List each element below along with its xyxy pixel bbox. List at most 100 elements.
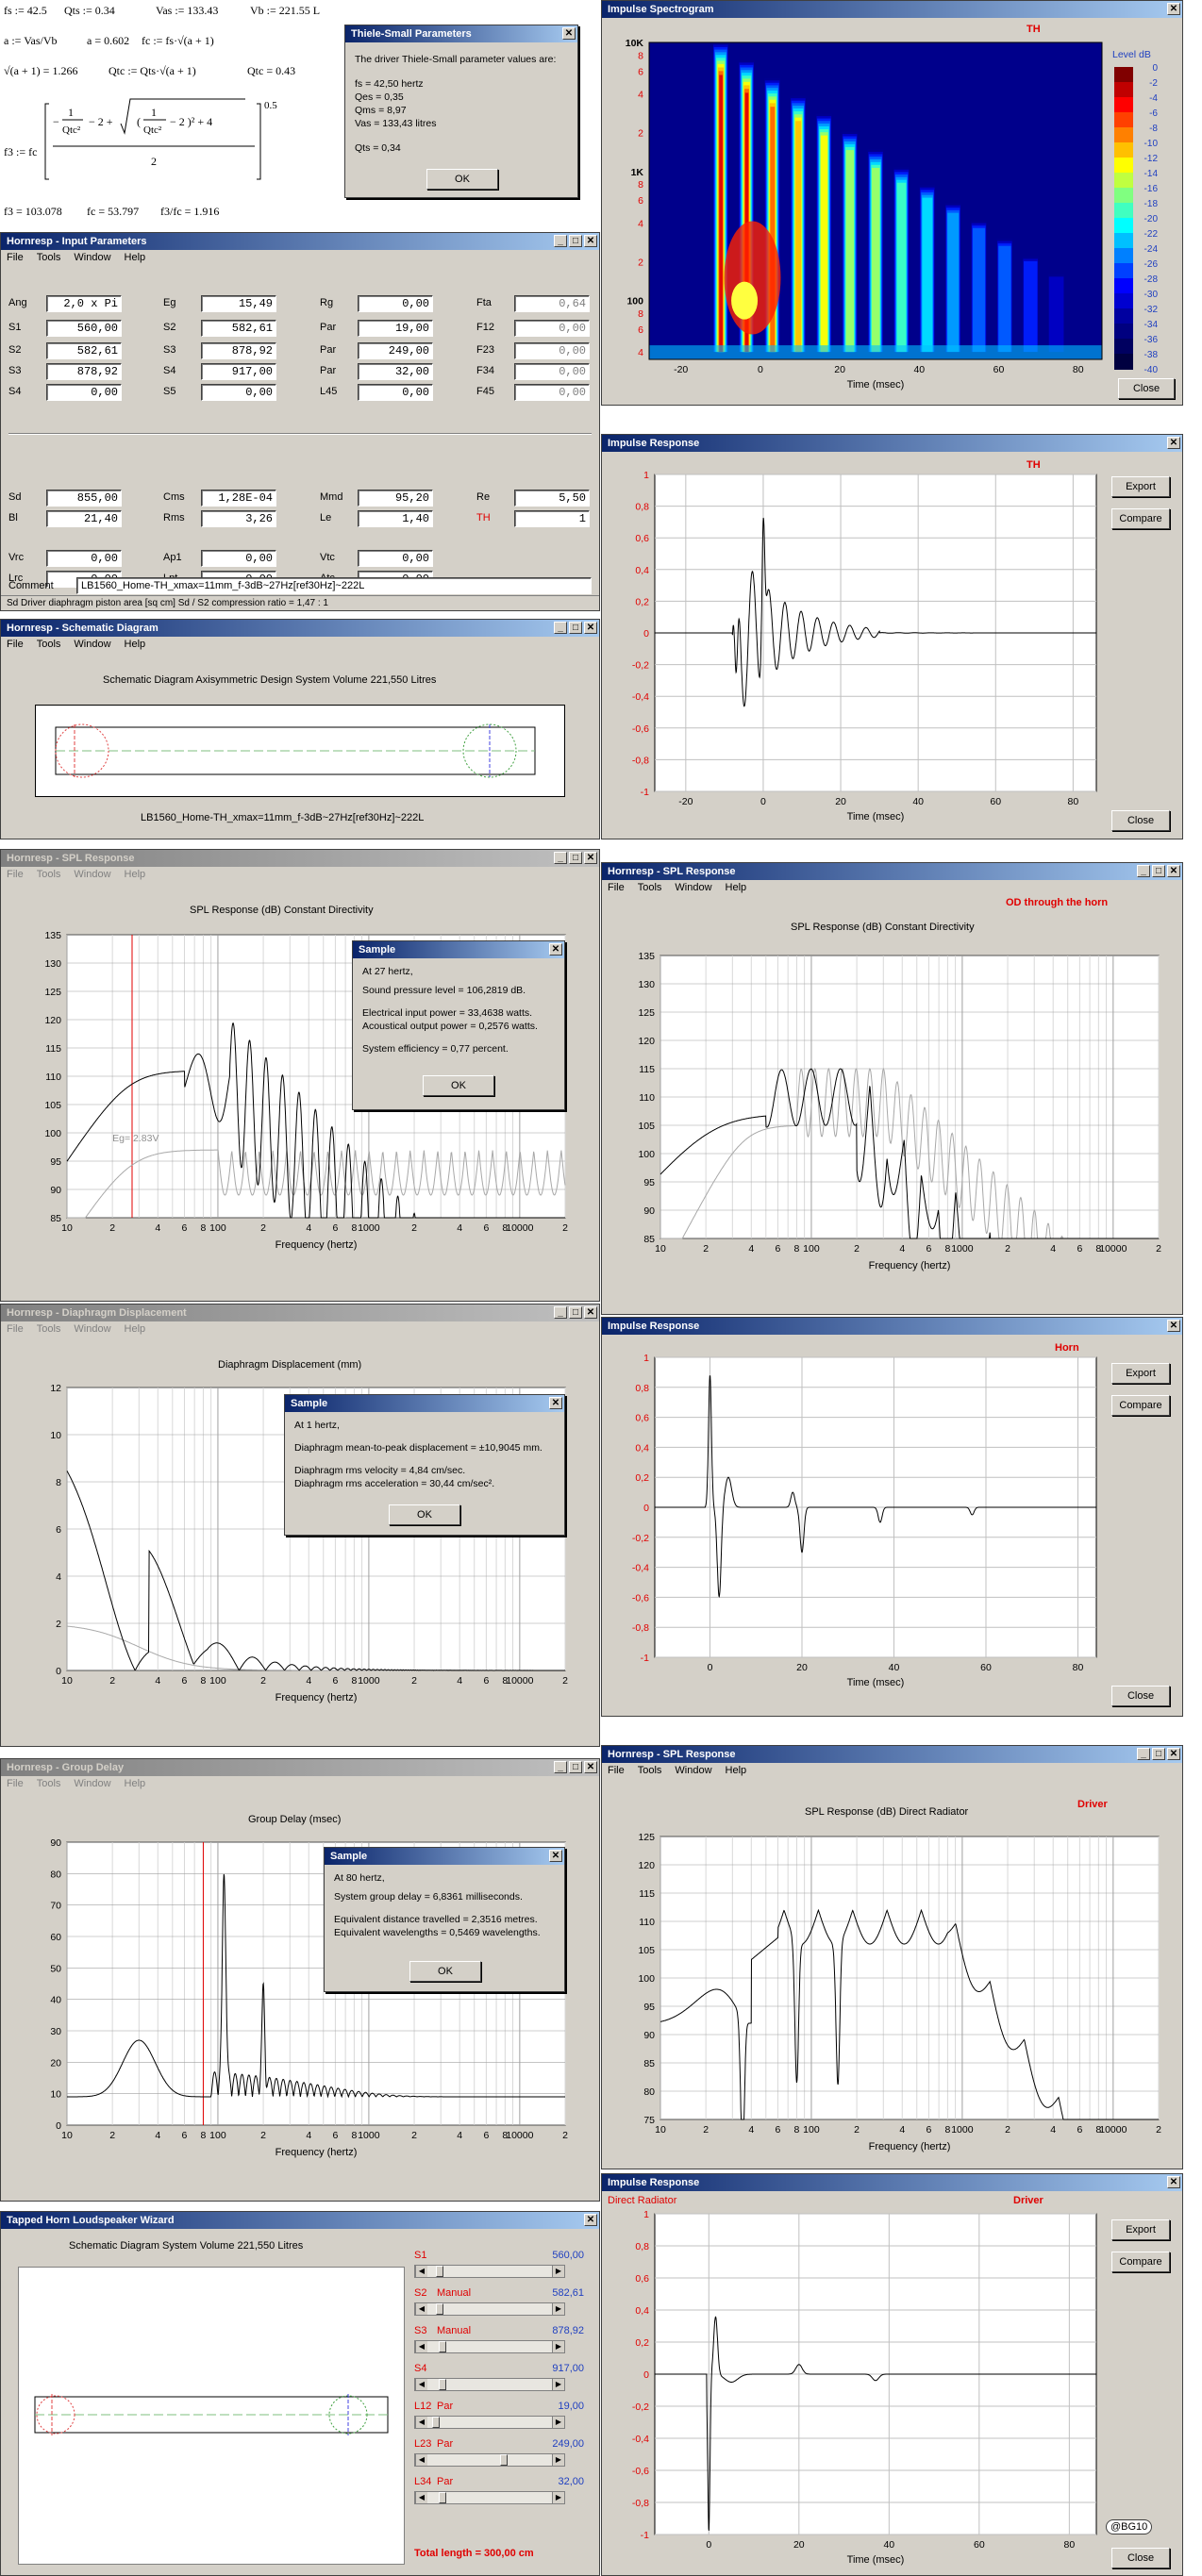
param-field-rms[interactable]: 3,26 [201,510,276,527]
param-field-s1[interactable]: 560,00 [46,320,122,337]
close-icon[interactable]: ✕ [1167,865,1180,877]
slider-thumb[interactable] [432,2417,441,2428]
menu-window[interactable]: Window [74,252,111,263]
maximize-icon[interactable]: □ [569,1306,582,1319]
menu-file[interactable]: File [608,882,625,893]
close-button[interactable]: Close [1111,810,1170,831]
arrow-right-icon[interactable]: ▶ [552,2454,564,2466]
menu-help[interactable]: Help [124,252,146,263]
menu-tools[interactable]: Tools [36,1778,61,1789]
param-field-le[interactable]: 1,40 [358,510,433,527]
minimize-icon[interactable]: _ [1137,865,1150,877]
param-field-f34[interactable]: 0,00 [514,363,590,380]
param-field-re[interactable]: 5,50 [514,490,590,507]
menu-tools[interactable]: Tools [36,1323,61,1335]
maximize-icon[interactable]: □ [569,1761,582,1773]
param-field-l45[interactable]: 0,00 [358,384,433,401]
close-icon[interactable]: ✕ [584,2214,597,2226]
param-field-s3[interactable]: 878,92 [46,363,122,380]
close-icon[interactable]: ✕ [584,235,597,247]
menu-help[interactable]: Help [725,1765,747,1776]
close-button[interactable]: Close [1111,1686,1170,1706]
menu-tools[interactable]: Tools [36,252,61,263]
close-icon[interactable]: ✕ [584,1306,597,1319]
param-field-bl[interactable]: 21,40 [46,510,122,527]
export-button[interactable]: Export [1111,2219,1170,2240]
maximize-icon[interactable]: □ [1152,1748,1165,1760]
param-field-vtc[interactable]: 0,00 [358,550,433,567]
param-field-eg[interactable]: 15,49 [201,295,276,312]
minimize-icon[interactable]: _ [554,1761,567,1773]
param-field-s4[interactable]: 0,00 [46,384,122,401]
param-field-f23[interactable]: 0,00 [514,342,590,359]
param-field-f45[interactable]: 0,00 [514,384,590,401]
slider-thumb[interactable] [438,2341,446,2352]
slider-l34[interactable]: ◀ ▶ [414,2491,565,2504]
compare-button[interactable]: Compare [1111,508,1170,529]
param-field-sd[interactable]: 855,00 [46,490,122,507]
param-field-mmd[interactable]: 95,20 [358,490,433,507]
param-field-par[interactable]: 19,00 [358,320,433,337]
slider-thumb[interactable] [438,2379,446,2390]
arrow-right-icon[interactable]: ▶ [552,2266,564,2277]
menu-window[interactable]: Window [675,1765,712,1776]
maximize-icon[interactable]: □ [1152,865,1165,877]
comment-field[interactable]: LB1560_Home-TH_xmax=11mm_f-3dB~27Hz[ref3… [76,577,592,594]
compare-button[interactable]: Compare [1111,1395,1170,1416]
param-field-ap1[interactable]: 0,00 [201,550,276,567]
param-field-par[interactable]: 32,00 [358,363,433,380]
menu-help[interactable]: Help [124,1778,146,1789]
arrow-left-icon[interactable]: ◀ [415,2454,427,2466]
slider-thumb[interactable] [436,2266,444,2277]
export-button[interactable]: Export [1111,1363,1170,1384]
slider-s3[interactable]: ◀ ▶ [414,2340,565,2353]
menu-tools[interactable]: Tools [36,639,61,650]
param-field-ang[interactable]: 2,0 x Pi [46,295,122,312]
arrow-left-icon[interactable]: ◀ [415,2303,427,2315]
close-icon[interactable]: ✕ [1167,3,1180,15]
arrow-right-icon[interactable]: ▶ [552,2492,564,2503]
arrow-left-icon[interactable]: ◀ [415,2379,427,2390]
menu-file[interactable]: File [7,1323,24,1335]
menu-tools[interactable]: Tools [637,882,662,893]
slider-s2[interactable]: ◀ ▶ [414,2302,565,2316]
arrow-left-icon[interactable]: ◀ [415,2417,427,2428]
ok-button[interactable]: OK [389,1504,460,1525]
menu-file[interactable]: File [7,1778,24,1789]
slider-l12[interactable]: ◀ ▶ [414,2416,565,2429]
ok-button[interactable]: OK [426,169,498,190]
param-field-s2[interactable]: 582,61 [201,320,276,337]
minimize-icon[interactable]: _ [554,1306,567,1319]
arrow-right-icon[interactable]: ▶ [552,2379,564,2390]
ok-button[interactable]: OK [409,1961,481,1982]
close-icon[interactable]: ✕ [584,1761,597,1773]
slider-thumb[interactable] [438,2492,446,2503]
menu-file[interactable]: File [7,639,24,650]
close-icon[interactable]: ✕ [1167,2176,1180,2188]
compare-button[interactable]: Compare [1111,2252,1170,2272]
close-button[interactable]: Close [1111,2548,1170,2568]
slider-s1[interactable]: ◀ ▶ [414,2265,565,2278]
param-field-s3[interactable]: 878,92 [201,342,276,359]
close-icon[interactable]: ✕ [584,622,597,634]
maximize-icon[interactable]: □ [569,852,582,864]
menu-window[interactable]: Window [74,639,111,650]
param-field-s4[interactable]: 917,00 [201,363,276,380]
param-field-vrc[interactable]: 0,00 [46,550,122,567]
menu-window[interactable]: Window [675,882,712,893]
menu-help[interactable]: Help [725,882,747,893]
arrow-left-icon[interactable]: ◀ [415,2341,427,2352]
minimize-icon[interactable]: _ [554,235,567,247]
close-icon[interactable]: ✕ [549,943,562,956]
param-field-s5[interactable]: 0,00 [201,384,276,401]
menu-tools[interactable]: Tools [36,869,61,880]
menu-help[interactable]: Help [124,639,146,650]
maximize-icon[interactable]: □ [569,622,582,634]
menu-help[interactable]: Help [124,869,146,880]
arrow-left-icon[interactable]: ◀ [415,2492,427,2503]
menu-window[interactable]: Window [74,1778,111,1789]
param-field-par[interactable]: 249,00 [358,342,433,359]
menu-window[interactable]: Window [74,869,111,880]
maximize-icon[interactable]: □ [569,235,582,247]
menu-file[interactable]: File [7,869,24,880]
